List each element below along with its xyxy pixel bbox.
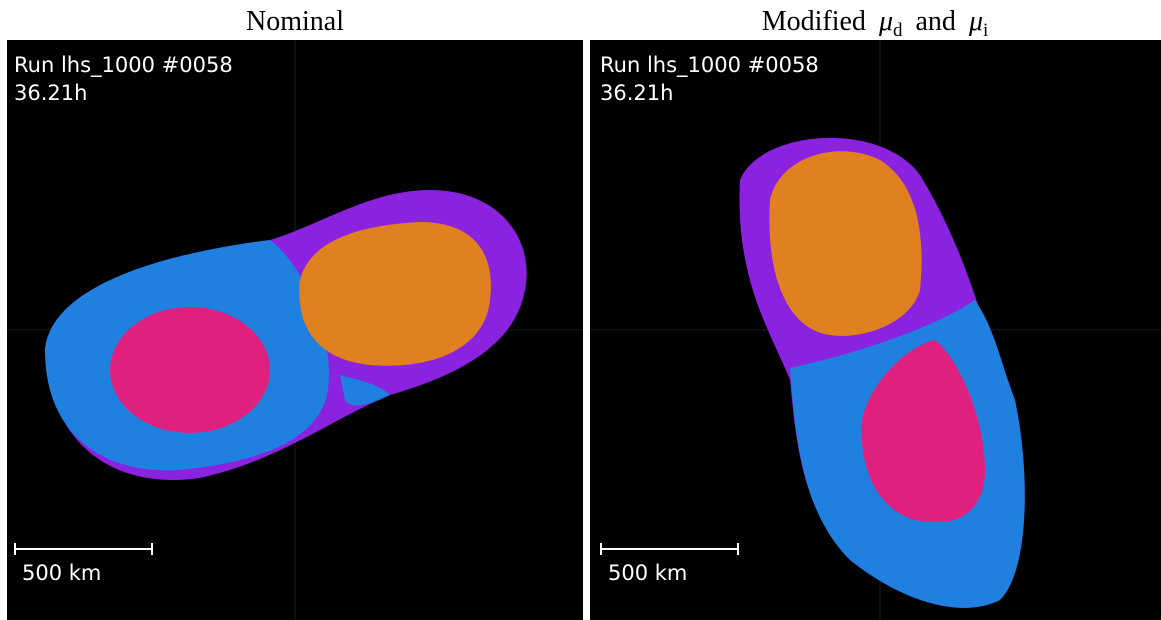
title-symbol: μ: [878, 6, 893, 37]
panel-title: Nominal: [246, 6, 344, 37]
title-word: and: [916, 6, 956, 37]
core: [769, 151, 921, 336]
run-label: Run lhs_1000 #0058: [600, 53, 819, 78]
scale-label: 500 km: [608, 561, 687, 585]
time-label: 36.21h: [14, 81, 87, 105]
figure: Nominal Modified μd and μi Run lhs_1000 …: [0, 0, 1161, 620]
title-subscript: d: [893, 20, 903, 41]
title-symbol: μ: [968, 6, 983, 37]
panel: Run lhs_1000 #0058 36.21h 500 km: [7, 40, 583, 620]
run-label: Run lhs_1000 #0058: [14, 53, 233, 78]
time-label: 36.21h: [600, 81, 673, 105]
scale-label: 500 km: [22, 561, 101, 585]
title-subscript: i: [983, 20, 988, 41]
panel-title: Modified μd and μi: [762, 6, 989, 43]
core: [110, 307, 270, 433]
title-word: Modified: [762, 6, 866, 37]
panel: Run lhs_1000 #0058 36.21h 500 km: [590, 40, 1161, 620]
